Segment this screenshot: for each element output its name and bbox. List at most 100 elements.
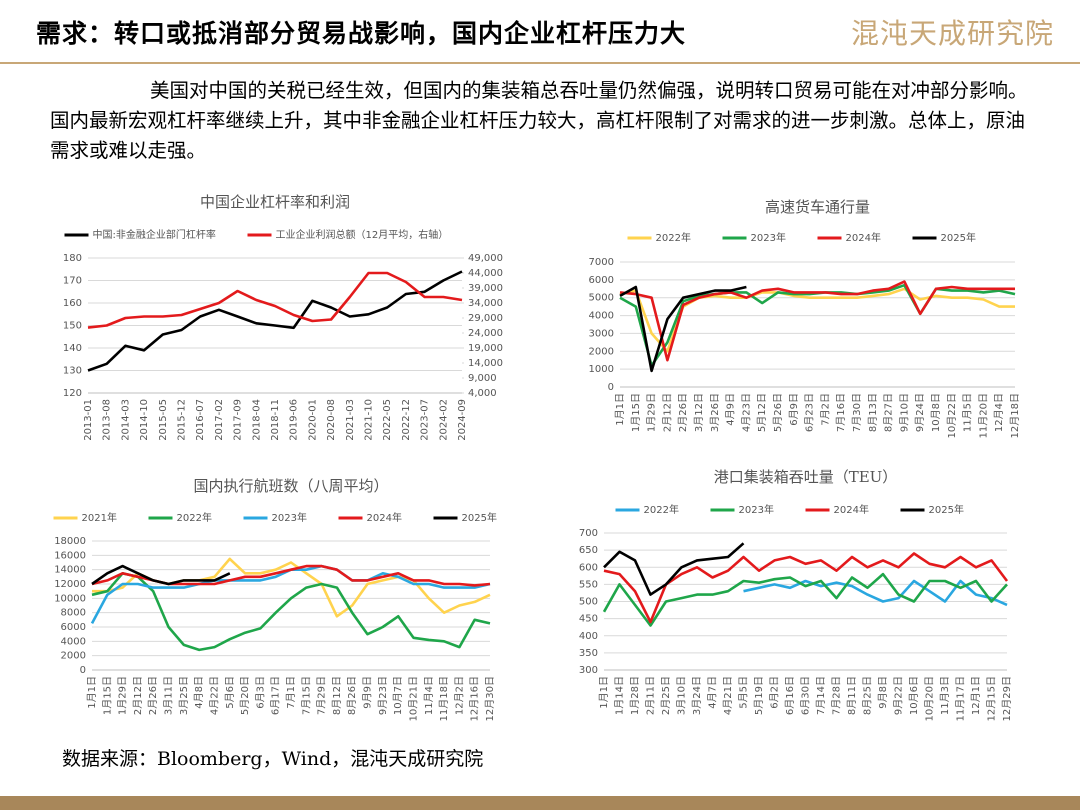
y2-tick-label: 29,000 [468, 313, 503, 324]
x-tick-label: 12月15日 [986, 676, 998, 721]
x-tick-label: 5月19日 [753, 676, 765, 715]
x-tick-label: 7月15日 [300, 676, 312, 715]
x-tick-label: 11月20日 [977, 393, 989, 438]
y-tick-label: 550 [579, 579, 598, 590]
x-tick-label: 12月30日 [484, 676, 496, 721]
header-rule [0, 62, 1080, 64]
x-tick-label: 2016-07 [195, 399, 206, 441]
x-tick-label: 2019-06 [289, 399, 300, 441]
y-tick-label: 700 [579, 528, 598, 539]
x-tick-label: 6月30日 [800, 676, 812, 715]
x-tick-label: 8月13日 [867, 393, 879, 432]
y-tick-label: 130 [63, 366, 82, 377]
y-tick-label: 4000 [61, 636, 86, 647]
legend-label: 2023年 [739, 503, 774, 516]
y-tick-label: 10000 [54, 593, 86, 604]
legend-label: 2025年 [462, 511, 497, 524]
y-tick-label: 6000 [589, 275, 614, 286]
legend-label: 2022年 [177, 511, 212, 524]
series-line [90, 564, 491, 625]
y-tick-label: 300 [579, 665, 598, 676]
x-tick-label: 2014-10 [139, 399, 150, 441]
x-tick-label: 2021-10 [364, 399, 375, 441]
y-tick-label: 16000 [54, 550, 86, 561]
x-tick-label: 8月27日 [883, 393, 895, 432]
x-tick-label: 2月11日 [645, 676, 657, 715]
y2-tick-label: 19,000 [468, 343, 503, 354]
y-tick-label: 650 [579, 545, 598, 556]
x-tick-label: 12月2日 [453, 676, 465, 715]
x-tick-label: 7月30日 [851, 393, 863, 432]
x-tick-label: 11月3日 [939, 676, 951, 715]
x-tick-label: 5月12日 [756, 393, 768, 432]
series-line [87, 270, 463, 372]
y-tick-label: 8000 [61, 608, 86, 619]
footer-bar [0, 796, 1080, 810]
x-tick-label: 4月9日 [725, 393, 737, 426]
y2-tick-label: 4,000 [468, 388, 497, 399]
y2-tick-label: 49,000 [468, 253, 503, 264]
y-tick-label: 180 [63, 253, 82, 264]
y-tick-label: 14000 [54, 565, 86, 576]
x-tick-label: 1月29日 [646, 393, 658, 432]
x-tick-label: 9月22日 [893, 676, 905, 715]
x-tick-label: 2018-11 [270, 399, 281, 441]
y-tick-label: 350 [579, 648, 598, 659]
x-tick-label: 11月4日 [423, 676, 435, 715]
x-tick-label: 11月18日 [438, 676, 450, 721]
y2-tick-label: 34,000 [468, 298, 503, 309]
x-tick-label: 8月26日 [346, 676, 358, 715]
y2-tick-label: 39,000 [468, 283, 503, 294]
x-tick-label: 6月9日 [788, 393, 800, 426]
x-tick-label: 12月1日 [970, 676, 982, 715]
x-tick-label: 4月7日 [707, 676, 719, 709]
y-tick-label: 0 [608, 382, 614, 393]
x-tick-label: 2017-09 [233, 399, 244, 441]
x-tick-label: 3月11日 [163, 676, 175, 715]
legend-label: 中国:非金融企业部门杠杆率 [93, 228, 216, 241]
x-tick-label: 1月15日 [101, 676, 113, 715]
y2-tick-label: 44,000 [468, 268, 503, 279]
x-tick-label: 2021-03 [345, 399, 356, 441]
x-tick-label: 12月4日 [993, 393, 1005, 432]
x-tick-label: 1月14日 [614, 676, 626, 715]
y-tick-label: 150 [63, 321, 82, 332]
legend-label: 2024年 [367, 511, 402, 524]
y-tick-label: 160 [63, 298, 82, 309]
chart-title: 中国企业杠杆率和利润 [200, 193, 350, 211]
y-tick-label: 7000 [589, 257, 614, 268]
y-tick-label: 6000 [61, 622, 86, 633]
chart-title: 港口集装箱吞吐量（TEU） [714, 468, 898, 486]
x-tick-label: 4月22日 [208, 676, 220, 715]
x-tick-label: 2月12日 [661, 393, 673, 432]
x-tick-label: 2020-01 [307, 399, 318, 441]
x-tick-label: 8月12日 [331, 676, 343, 715]
y-tick-label: 500 [579, 597, 598, 608]
x-tick-label: 11月17日 [955, 676, 967, 721]
series-line [619, 280, 1015, 362]
x-tick-label: 2月26日 [147, 676, 159, 715]
x-tick-label: 3月26日 [709, 393, 721, 432]
x-tick-label: 10月6日 [908, 676, 920, 715]
y2-tick-label: 24,000 [468, 328, 503, 339]
y2-tick-label: 14,000 [468, 358, 503, 369]
series-line [603, 552, 1009, 624]
legend-label: 2024年 [846, 231, 881, 244]
x-tick-label: 2月25日 [660, 676, 672, 715]
x-tick-label: 3月12日 [693, 393, 705, 432]
x-tick-label: 2024-09 [457, 399, 468, 441]
x-tick-label: 7月14日 [815, 676, 827, 715]
x-tick-label: 10月22日 [946, 393, 958, 438]
x-tick-label: 2月26日 [677, 393, 689, 432]
legend-label: 2022年 [644, 503, 679, 516]
x-tick-label: 9月24日 [914, 393, 926, 432]
legend-label: 2025年 [929, 503, 964, 516]
y-tick-label: 1000 [589, 364, 614, 375]
x-tick-label: 8月25日 [862, 676, 874, 715]
y-tick-label: 400 [579, 631, 598, 642]
x-tick-label: 2月12日 [132, 676, 144, 715]
y-tick-label: 600 [579, 562, 598, 573]
x-tick-label: 6月17日 [270, 676, 282, 715]
x-tick-label: 1月15日 [630, 393, 642, 432]
